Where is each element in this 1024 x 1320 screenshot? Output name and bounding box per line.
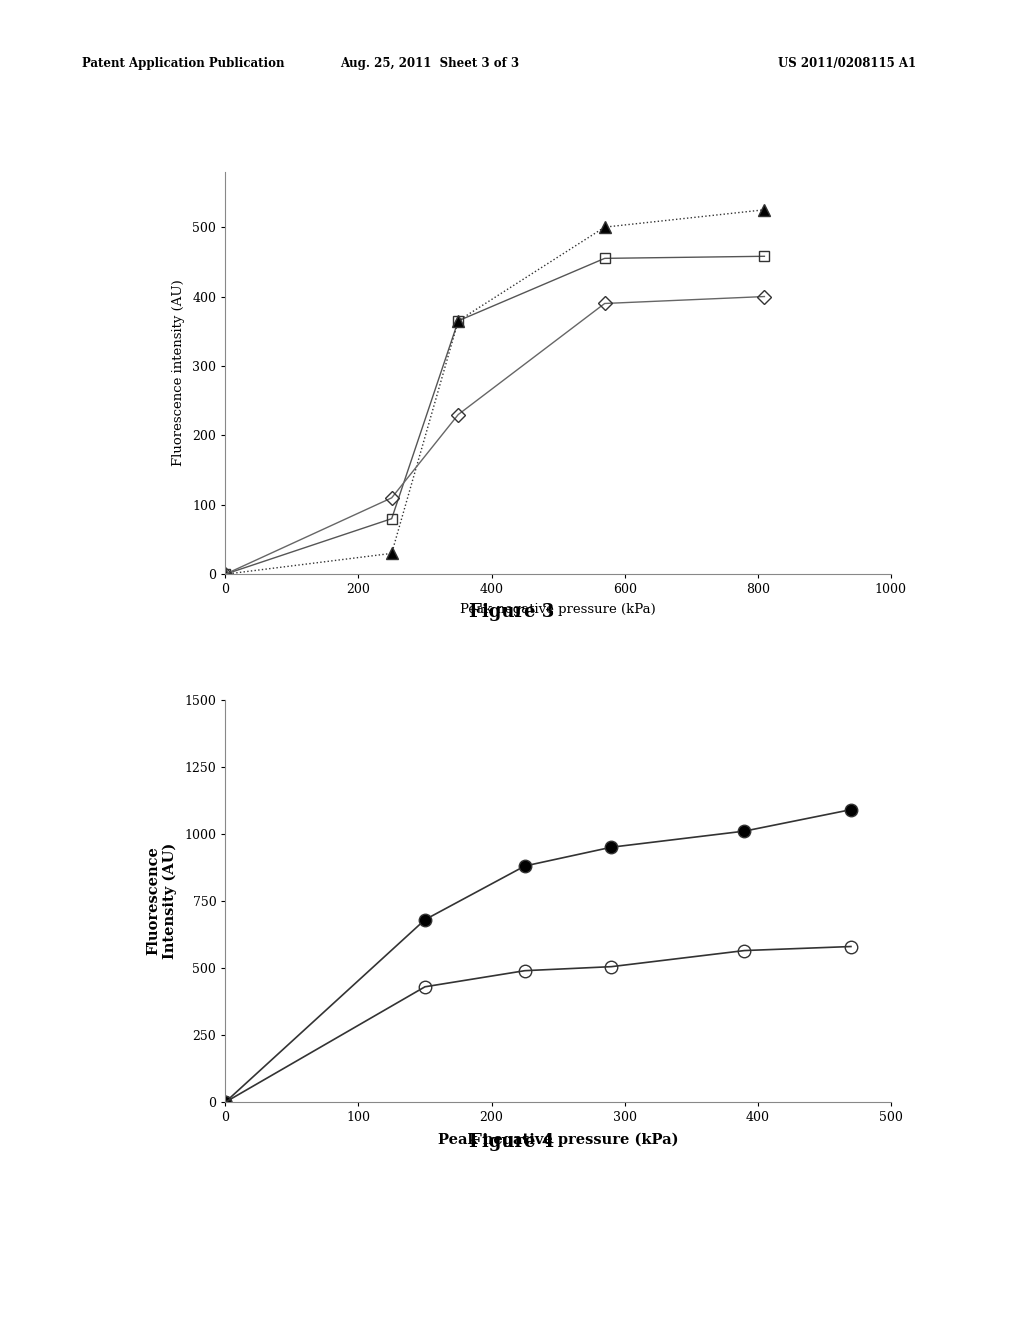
X-axis label: Peak negative pressure (kPa): Peak negative pressure (kPa) bbox=[438, 1133, 678, 1147]
Text: Patent Application Publication: Patent Application Publication bbox=[82, 57, 285, 70]
X-axis label: Peak negative pressure (kPa): Peak negative pressure (kPa) bbox=[460, 603, 656, 616]
Text: Figure 3: Figure 3 bbox=[469, 603, 555, 622]
Y-axis label: Fluorescence intensity (AU): Fluorescence intensity (AU) bbox=[172, 280, 185, 466]
Text: US 2011/0208115 A1: US 2011/0208115 A1 bbox=[778, 57, 916, 70]
Y-axis label: Fluorescence
Intensity (AU): Fluorescence Intensity (AU) bbox=[146, 842, 177, 960]
Text: Figure 4: Figure 4 bbox=[469, 1133, 555, 1151]
Text: Aug. 25, 2011  Sheet 3 of 3: Aug. 25, 2011 Sheet 3 of 3 bbox=[341, 57, 519, 70]
